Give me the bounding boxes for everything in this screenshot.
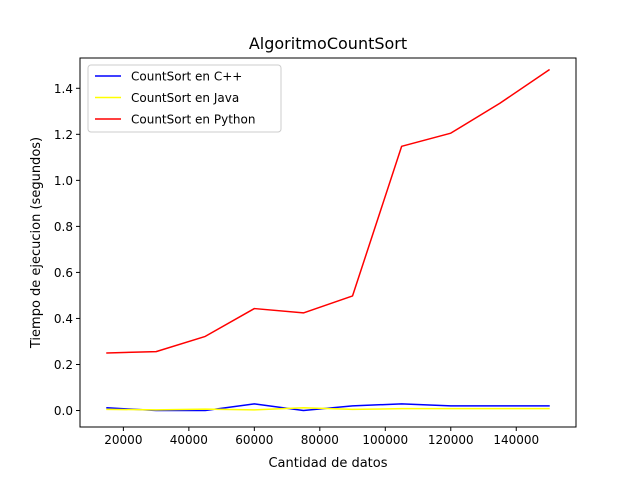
y-tick-label: 1.0 <box>54 174 73 188</box>
x-axis-ticks: 20000 40000 60000 80000 100000 120000 140000 <box>104 427 539 447</box>
chart-title: AlgoritmoCountSort <box>249 34 407 53</box>
legend-box <box>87 64 282 133</box>
y-axis-label: Tiempo de ejecucion (segundos) <box>29 137 44 349</box>
y-tick-label: 0.6 <box>54 266 73 280</box>
x-tick-label: 100000 <box>362 433 408 447</box>
axes-frame <box>79 57 577 428</box>
y-tick-label: 1.4 <box>54 82 73 96</box>
y-tick-label: 1.2 <box>54 128 73 142</box>
x-tick-label: 40000 <box>170 433 208 447</box>
y-tick-label: 0.4 <box>54 312 73 326</box>
legend-label-1: CountSort en Java <box>131 91 239 105</box>
y-tick-label: 0.2 <box>54 358 73 372</box>
series-lines <box>106 68 551 412</box>
legend: CountSort en C++ CountSort en Java CountSo… <box>87 64 282 133</box>
series-line-2 <box>106 68 551 354</box>
y-tick-label: 0.8 <box>54 220 73 234</box>
y-tick-label: 0.0 <box>54 404 73 418</box>
x-axis-label: Cantidad de datos <box>268 456 387 471</box>
x-tick-label: 20000 <box>104 433 142 447</box>
x-tick-label: 120000 <box>428 433 474 447</box>
x-tick-label: 80000 <box>301 433 339 447</box>
x-tick-label: 60000 <box>235 433 273 447</box>
y-axis-ticks: 0.0 0.2 0.4 0.6 0.8 1.0 1.2 1.4 <box>54 82 80 418</box>
x-tick-label: 140000 <box>493 433 539 447</box>
legend-label-2: CountSort en Python <box>131 113 255 127</box>
legend-label-0: CountSort en C++ <box>131 70 242 84</box>
series-line-1 <box>106 407 550 411</box>
